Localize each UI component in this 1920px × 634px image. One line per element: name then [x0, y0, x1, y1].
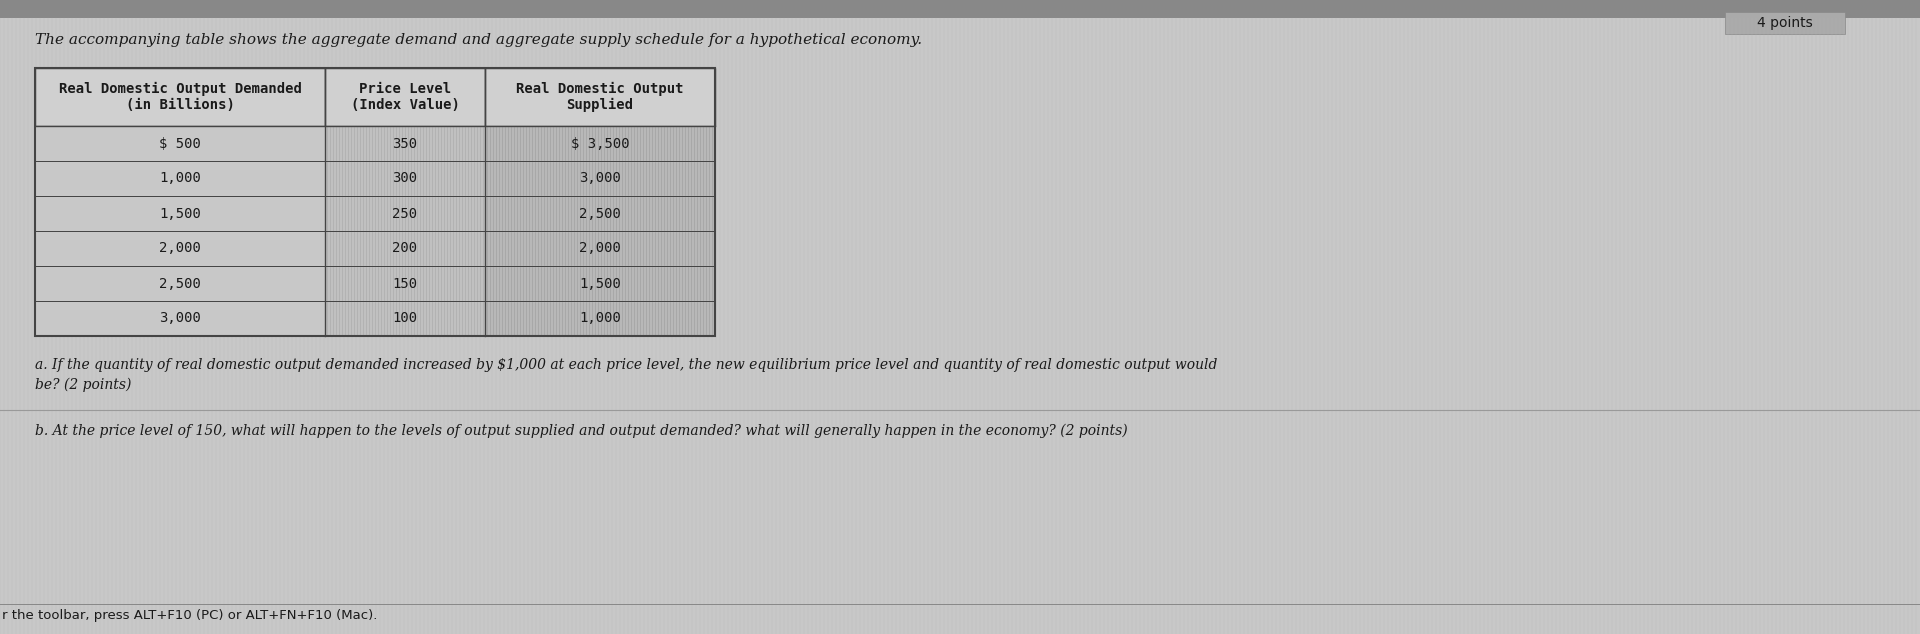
Bar [35, 126, 324, 161]
Text: 2,500: 2,500 [580, 207, 620, 221]
Text: 1,000: 1,000 [159, 172, 202, 186]
Bar [486, 196, 714, 231]
Text: Real Domestic Output Demanded
(in Billions): Real Domestic Output Demanded (in Billio… [60, 82, 301, 112]
Bar [324, 231, 486, 266]
Bar [35, 196, 324, 231]
Text: $ 500: $ 500 [159, 136, 202, 150]
Bar [35, 231, 324, 266]
Bar [35, 301, 324, 336]
Bar [324, 161, 486, 196]
Text: 2,500: 2,500 [159, 276, 202, 290]
Text: 3,000: 3,000 [159, 311, 202, 325]
Text: Price Level
(Index Value): Price Level (Index Value) [351, 82, 459, 112]
Bar [324, 68, 486, 126]
Text: 1,500: 1,500 [159, 207, 202, 221]
Text: 200: 200 [392, 242, 417, 256]
Bar [0, 0, 1920, 18]
Bar [486, 266, 714, 301]
Text: 2,000: 2,000 [159, 242, 202, 256]
Bar [35, 161, 324, 196]
Bar [324, 301, 486, 336]
Text: 300: 300 [392, 172, 417, 186]
Bar [486, 68, 714, 126]
Text: 350: 350 [392, 136, 417, 150]
Bar [35, 266, 324, 301]
Text: 150: 150 [392, 276, 417, 290]
Text: 250: 250 [392, 207, 417, 221]
Text: Real Domestic Output
Supplied: Real Domestic Output Supplied [516, 82, 684, 112]
Bar [1724, 12, 1845, 34]
Bar [35, 68, 714, 336]
Bar [486, 301, 714, 336]
Bar [486, 161, 714, 196]
Text: 100: 100 [392, 311, 417, 325]
Text: 1,500: 1,500 [580, 276, 620, 290]
Text: 2,000: 2,000 [580, 242, 620, 256]
Text: 4 points: 4 points [1757, 16, 1812, 30]
Text: 3,000: 3,000 [580, 172, 620, 186]
Bar [486, 231, 714, 266]
Text: r the toolbar, press ALT+F10 (PC) or ALT+FN+F10 (Mac).: r the toolbar, press ALT+F10 (PC) or ALT… [2, 609, 378, 622]
Bar [324, 266, 486, 301]
Bar [486, 126, 714, 161]
Text: 1,000: 1,000 [580, 311, 620, 325]
Text: b. At the price level of 150, what will happen to the levels of output supplied : b. At the price level of 150, what will … [35, 424, 1127, 438]
Text: The accompanying table shows the aggregate demand and aggregate supply schedule : The accompanying table shows the aggrega… [35, 33, 922, 47]
Text: a. If the quantity of real domestic output demanded increased by $1,000 at each : a. If the quantity of real domestic outp… [35, 358, 1217, 392]
Text: $ 3,500: $ 3,500 [570, 136, 630, 150]
Bar [324, 126, 486, 161]
Bar [324, 196, 486, 231]
Bar [35, 68, 324, 126]
